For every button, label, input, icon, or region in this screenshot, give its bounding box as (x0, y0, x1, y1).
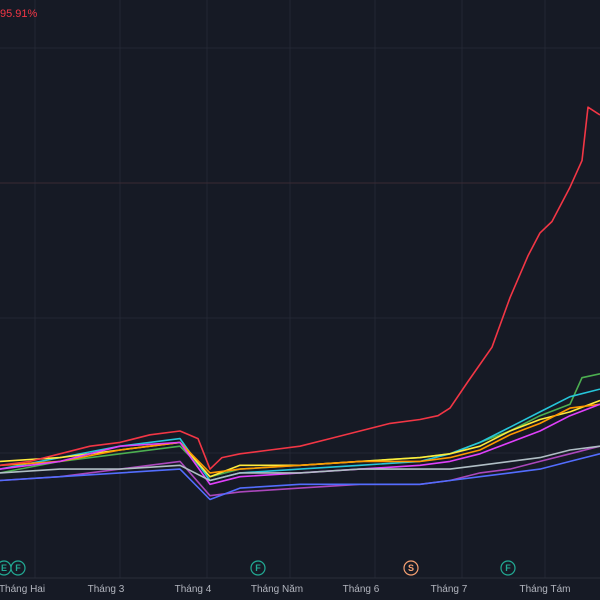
series-line (0, 403, 600, 474)
x-tick-label: Tháng Tám (520, 584, 571, 595)
event-marker-label: F (505, 563, 511, 573)
x-tick-label: Tháng Hai (0, 584, 45, 595)
x-tick-label: Tháng 4 (175, 584, 212, 595)
event-marker (500, 560, 516, 576)
event-marker (403, 560, 419, 576)
series-line (0, 106, 600, 470)
x-tick-label: Tháng 3 (88, 584, 125, 595)
series-line (0, 388, 600, 482)
x-tick-label: Tháng Năm (251, 584, 303, 595)
event-marker-label: F (255, 563, 261, 573)
top-value-label: 95.91% (0, 8, 38, 20)
x-tick-label: Tháng 7 (431, 584, 468, 595)
event-marker-label: S (408, 563, 414, 573)
event-marker (10, 560, 26, 576)
event-marker-label: E (1, 563, 7, 573)
event-marker (250, 560, 266, 576)
event-marker-label: F (15, 563, 21, 573)
series-line (0, 453, 600, 501)
series-line (0, 445, 600, 482)
x-tick-label: Tháng 6 (343, 584, 380, 595)
